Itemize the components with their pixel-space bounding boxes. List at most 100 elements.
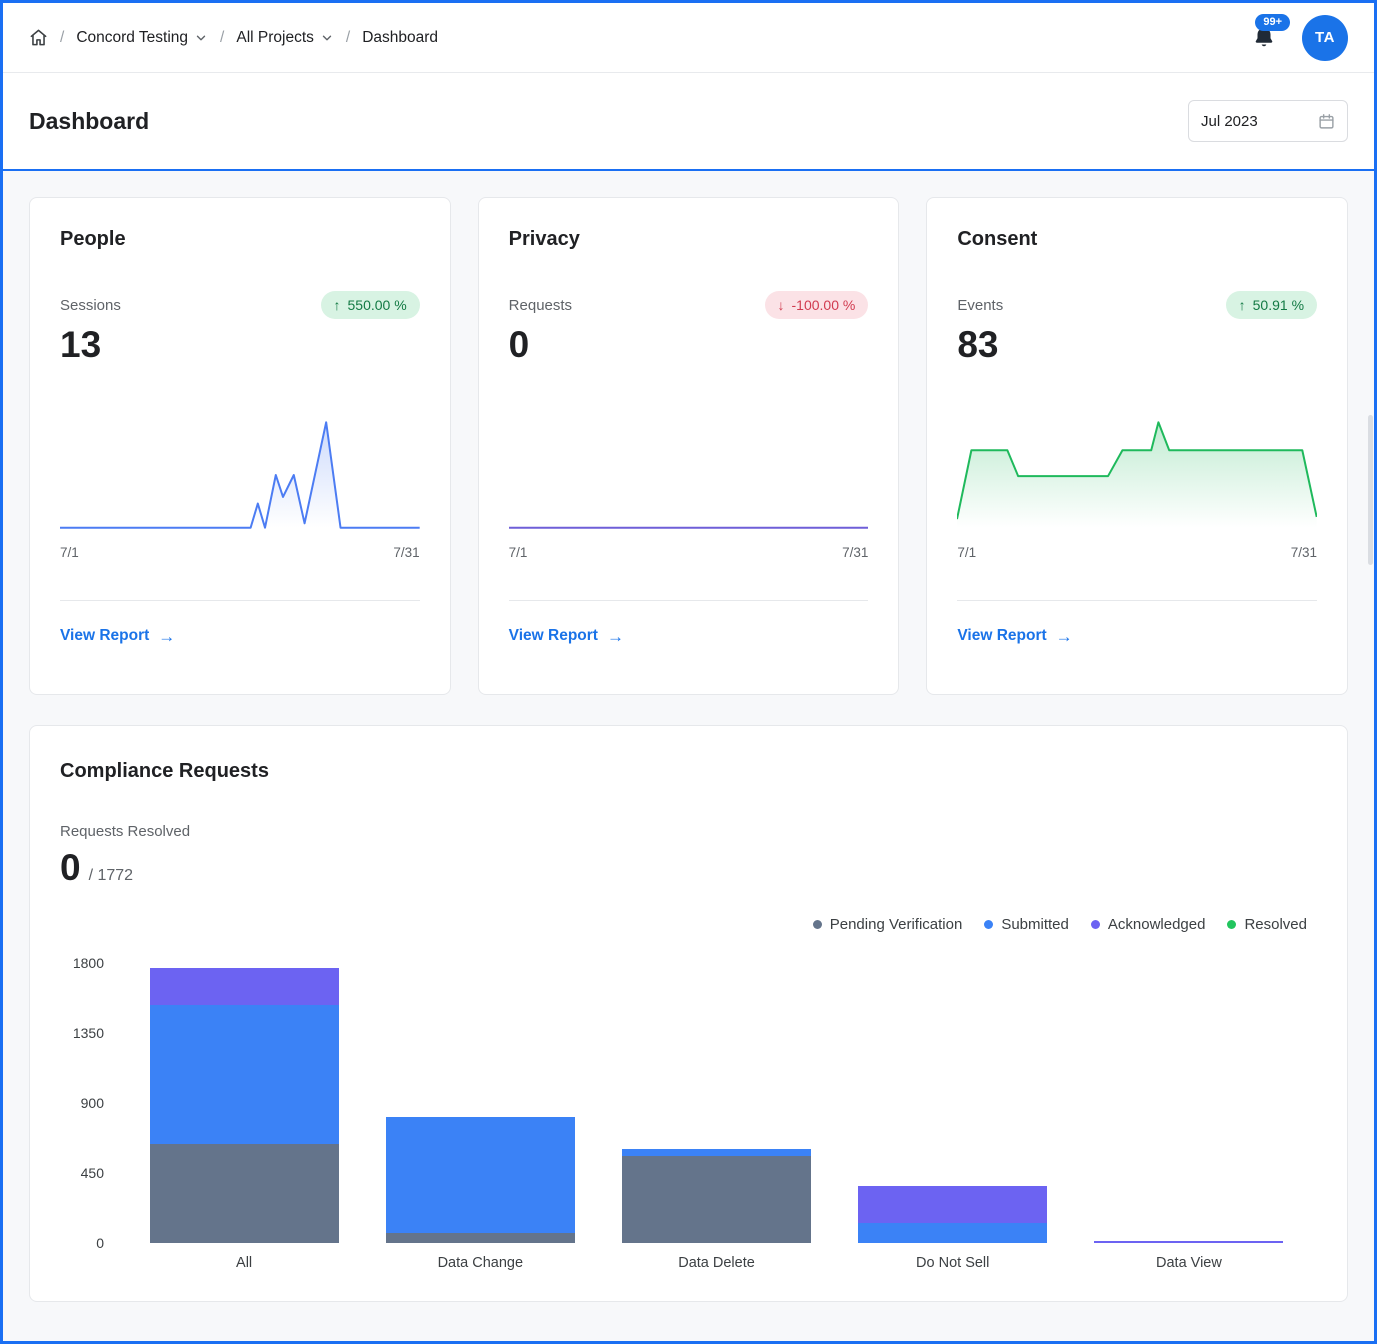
arrow-right-icon: → [606, 626, 624, 646]
stat-cards-row: People Sessions ↑ 550.00 % 13 7/1 7/31 V… [29, 197, 1349, 695]
topbar: / Concord Testing / All Projects / Dashb… [3, 3, 1374, 73]
scrollbar-thumb[interactable] [1368, 415, 1373, 565]
breadcrumb-project[interactable]: All Projects [236, 29, 334, 47]
card-title: Compliance Requests [60, 760, 269, 782]
category-label: Do Not Sell [916, 1255, 990, 1272]
compliance-requests-card: Compliance Requests Requests Resolved 0 … [29, 725, 1348, 1303]
stacked-bar [858, 963, 1048, 1244]
legend-submitted[interactable]: Submitted [984, 916, 1069, 933]
bar-segment [622, 1148, 811, 1157]
bar-segment [858, 1223, 1048, 1244]
bar-column: Do Not Sell [835, 963, 1071, 1271]
chevron-down-icon [322, 35, 332, 40]
divider [60, 600, 420, 602]
x-end-label: 7/31 [842, 545, 869, 561]
calendar-icon [1319, 113, 1334, 129]
stacked-bar [385, 963, 575, 1244]
bar-segment [149, 967, 339, 1005]
legend-dot [1090, 920, 1100, 930]
card-title: Privacy [508, 228, 580, 250]
metric-value: 83 [957, 324, 999, 365]
people-sparkline [60, 411, 420, 539]
legend-dot [1227, 920, 1237, 930]
x-end-label: 7/31 [393, 545, 420, 561]
x-start-label: 7/1 [957, 545, 977, 561]
metric-value: 13 [60, 324, 102, 365]
view-report-link[interactable]: View Report → [60, 626, 176, 646]
metric-label: Events [957, 296, 1004, 314]
bar-segment [858, 1185, 1048, 1224]
bar-segment [1094, 1241, 1284, 1244]
notifications-button[interactable]: 99+ [1252, 13, 1290, 50]
breadcrumb-separator: / [220, 28, 225, 46]
date-value: Jul 2023 [1201, 112, 1258, 130]
delta-badge: ↓ -100.00 % [764, 291, 869, 319]
avatar[interactable]: TA [1302, 14, 1348, 61]
resolved-total: / 1772 [88, 867, 134, 884]
legend-acknowledged[interactable]: Acknowledged [1090, 916, 1205, 933]
bar-column: Data Change [362, 963, 598, 1271]
resolved-count: 0 [60, 847, 81, 888]
category-label: Data Change [437, 1255, 524, 1272]
divider [957, 600, 1318, 602]
people-card: People Sessions ↑ 550.00 % 13 7/1 7/31 V… [29, 197, 451, 695]
view-report-link[interactable]: View Report → [957, 626, 1073, 646]
page-title: Dashboard [29, 107, 150, 134]
delta-value: 550.00 % [347, 297, 407, 313]
delta-badge: ↑ 50.91 % [1225, 291, 1318, 319]
stacked-bar [149, 963, 339, 1244]
arrow-up-icon: ↑ [333, 297, 341, 313]
arrow-right-icon: → [1055, 626, 1073, 646]
stacked-bar [622, 963, 811, 1244]
x-start-label: 7/1 [60, 545, 79, 561]
date-picker[interactable]: Jul 2023 [1188, 100, 1348, 142]
x-axis-labels: 7/1 7/31 [509, 545, 869, 560]
arrow-up-icon: ↑ [1238, 297, 1246, 313]
breadcrumb-separator: / [345, 28, 351, 46]
compliance-bars: All Data Change Data Delete Do Not Sell Data… [126, 963, 1307, 1271]
compliance-chart: 1800 1350 900 450 0 All Data Change Data Delet… [60, 955, 1317, 1281]
divider [508, 600, 869, 602]
home-icon[interactable] [29, 28, 48, 47]
x-end-label: 7/31 [1290, 545, 1318, 561]
legend-dot [984, 920, 994, 930]
metric-label: Requests [508, 296, 573, 314]
stacked-bar [1094, 963, 1284, 1244]
consent-sparkline [957, 411, 1318, 529]
bell-icon [1255, 27, 1273, 46]
view-report-link[interactable]: View Report → [508, 626, 624, 646]
chevron-down-icon [196, 35, 206, 40]
breadcrumb-project-label: All Projects [236, 28, 314, 46]
x-axis-labels: 7/1 7/31 [957, 545, 1317, 560]
chart-legend: Pending Verification Submitted Acknowled… [60, 916, 1307, 933]
breadcrumb-org-label: Concord Testing [76, 28, 189, 46]
notification-count-badge: 99+ [1255, 13, 1290, 31]
legend-dot [812, 920, 822, 930]
bar-segment [385, 1117, 575, 1233]
bar-segment [385, 1232, 575, 1244]
breadcrumb: / Concord Testing / All Projects / Dashb… [29, 28, 438, 47]
breadcrumb-org[interactable]: Concord Testing [76, 29, 208, 47]
category-label: Data View [1156, 1255, 1222, 1272]
metric-value: 0 [508, 324, 530, 365]
compliance-y-axis: 1800 1350 900 450 0 [72, 955, 104, 1252]
bar-segment [149, 1143, 339, 1244]
bar-segment [149, 1004, 339, 1144]
x-start-label: 7/1 [508, 545, 528, 561]
card-title: Consent [957, 228, 1038, 250]
card-title: People [60, 228, 126, 250]
metric-label: Sessions [60, 296, 121, 314]
category-label: All [236, 1255, 253, 1272]
bar-segment [622, 1156, 811, 1244]
page-header: Dashboard Jul 2023 [3, 73, 1374, 171]
privacy-sparkline [509, 411, 869, 539]
legend-pending-verification[interactable]: Pending Verification [812, 916, 962, 933]
main-content: People Sessions ↑ 550.00 % 13 7/1 7/31 V… [3, 171, 1374, 1328]
arrow-right-icon: → [158, 626, 176, 646]
breadcrumb-page[interactable]: Dashboard [362, 28, 439, 46]
legend-resolved[interactable]: Resolved [1227, 916, 1307, 933]
bar-column: Data View [1071, 963, 1307, 1271]
arrow-down-icon: ↓ [777, 297, 785, 313]
bar-column: All [126, 963, 362, 1271]
delta-badge: ↑ 550.00 % [320, 291, 420, 319]
